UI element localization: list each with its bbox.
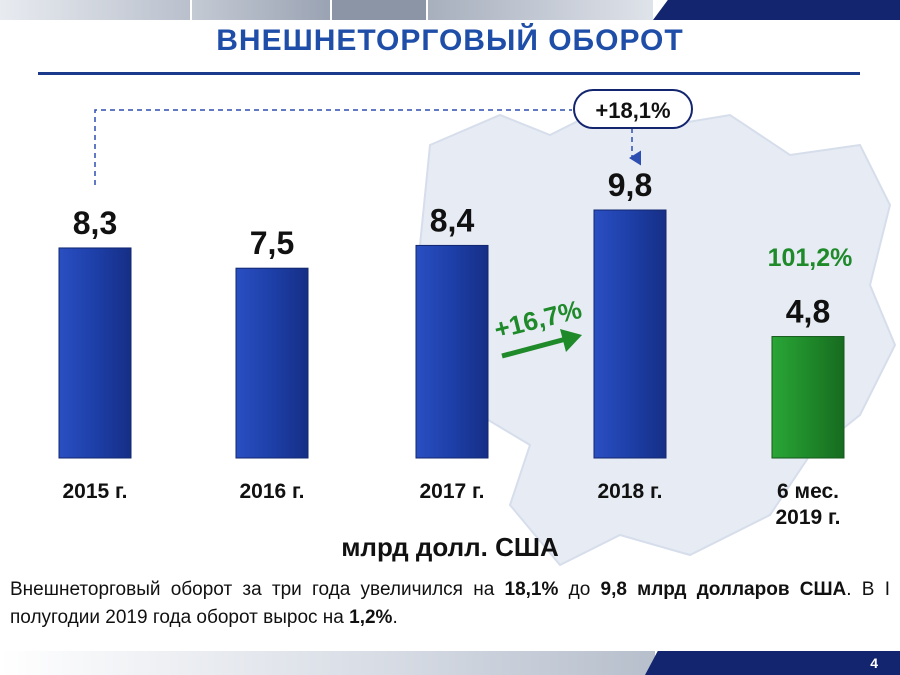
category-labels-group: 2015 г. 2016 г. 2017 г. 2018 г. 6 мес. 2019 г… <box>62 480 840 529</box>
unit-label: млрд долл. США <box>341 532 559 562</box>
category-label-4: 6 мес. <box>777 480 839 503</box>
category-label-2: 2017 г. <box>419 480 484 503</box>
growth-badge-label: +18,1% <box>595 98 670 123</box>
category-label-4: 2019 г. <box>775 506 840 529</box>
top-decor-bar <box>0 0 900 20</box>
value-label-1: 7,5 <box>250 225 294 261</box>
summary-part: . <box>392 607 398 628</box>
summary-bold: 9,8 млрд долларов США <box>600 579 847 600</box>
value-labels-group: 8,3 7,5 8,4 9,8 4,8 <box>73 167 830 330</box>
category-label-0: 2015 г. <box>62 480 127 503</box>
value-label-2: 8,4 <box>430 202 475 238</box>
growth-arrow-icon <box>501 329 582 359</box>
bars-group <box>58 209 845 459</box>
value-label-0: 8,3 <box>73 205 117 241</box>
bottom-decor-bar <box>0 651 900 675</box>
summary-part: . В I полугодии 2019 года оборот вырос н… <box>10 579 891 628</box>
summary-bold: 18,1% <box>504 579 559 600</box>
summary-part: до <box>558 579 601 600</box>
growth-badge-bubble <box>573 89 693 129</box>
value-label-4: 4,8 <box>786 294 830 330</box>
bar-3 <box>593 209 667 459</box>
growth-connector-dashed <box>94 109 572 185</box>
bar-4 <box>771 336 845 459</box>
bar-1 <box>235 267 309 459</box>
category-label-1: 2016 г. <box>239 480 304 503</box>
page-title: ВНЕШНЕТОРГОВЫЙ ОБОРОТ <box>216 24 684 57</box>
summary-text: Внешнеторговый оборот за три года увелич… <box>10 576 890 632</box>
title-underline <box>38 72 860 75</box>
value-label-3: 9,8 <box>608 167 652 203</box>
category-label-3: 2018 г. <box>597 480 662 503</box>
summary-part: Внешнеторговый оборот за три года увелич… <box>10 579 505 600</box>
page-number: 4 <box>870 655 878 671</box>
bar-2 <box>415 244 489 459</box>
summary-bold: 1,2% <box>349 607 393 628</box>
bar-0 <box>58 247 132 459</box>
h1-2019-index-label: 101,2% <box>768 244 853 272</box>
